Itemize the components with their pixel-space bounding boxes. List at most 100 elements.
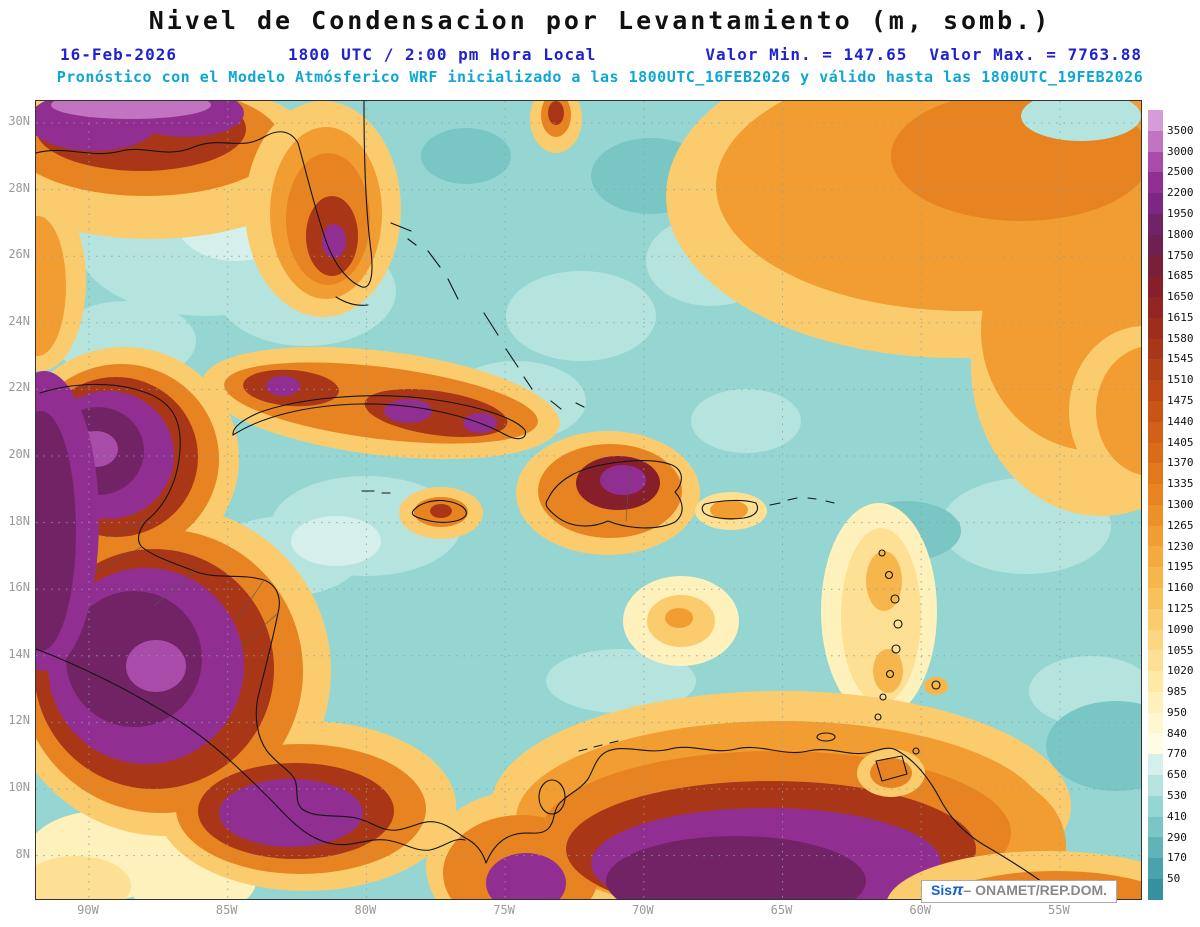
central-america-mass — [36, 347, 456, 891]
colorbar-label: 1510 — [1167, 373, 1194, 387]
colorbar-label: 290 — [1167, 830, 1187, 844]
lon-tick-label: 80W — [354, 903, 377, 917]
branding-watermark: Sisπ– ONAMET/REP.DOM. — [921, 880, 1118, 903]
colorbar-label: 770 — [1167, 747, 1187, 761]
colorbar-band — [1148, 733, 1163, 755]
colorbar-band — [1148, 775, 1163, 796]
south-america-mass — [426, 691, 1141, 899]
colorbar-band — [1148, 650, 1163, 672]
colorbar-label: 50 — [1167, 872, 1181, 886]
map-svg — [36, 101, 1141, 899]
value-min-label: Valor Min. = 147.65 — [705, 45, 908, 64]
map-plot-area: Sisπ– ONAMET/REP.DOM. — [35, 100, 1142, 903]
colorbar-label: 985 — [1167, 685, 1187, 699]
colorbar-band — [1148, 317, 1163, 339]
colorbar-band — [1148, 587, 1163, 609]
colorbar-label: 1405 — [1167, 435, 1194, 449]
lat-tick-label: 30N — [8, 114, 30, 128]
colorbar-labels: 3500 3000 2500 2200 1950 1800 1750 1685 1650 1615… — [1167, 110, 1200, 900]
colorbar-label: 1160 — [1167, 581, 1194, 595]
lat-tick-label: 26N — [8, 247, 30, 262]
jamaica-mass — [399, 487, 483, 539]
colorbar-label: 1440 — [1167, 414, 1194, 428]
colorbar-label: 950 — [1167, 705, 1187, 719]
lat-tick-label: 20N — [8, 447, 30, 461]
colorbar-band — [1148, 421, 1163, 443]
country-borders — [95, 466, 631, 647]
colorbar-band — [1148, 567, 1163, 588]
colorbar-label: 1055 — [1167, 643, 1194, 657]
coastlines — [36, 101, 1063, 899]
colorbar-band — [1148, 546, 1163, 568]
lon-tick-label: 70W — [631, 903, 654, 917]
colorbar-band — [1148, 837, 1163, 859]
colorbar-band — [1148, 338, 1163, 360]
sis-logo-text: Sis — [931, 882, 953, 898]
atlantic-mass — [666, 101, 1141, 516]
colorbar-band — [1148, 525, 1163, 547]
lat-tick-label: 8N — [15, 846, 30, 861]
lat-tick-label: 12N — [8, 713, 30, 728]
lat-tick-label: 14N — [8, 646, 30, 661]
forecast-date: 16-Feb-2026 — [60, 45, 177, 64]
agency-text: – ONAMET/REP.DOM. — [963, 882, 1108, 898]
lon-tick-label: 55W — [1048, 903, 1070, 917]
colorbar-label: 1370 — [1167, 456, 1194, 470]
lon-tick-label: 90W — [77, 903, 99, 917]
colorbar-label: 1020 — [1167, 664, 1194, 678]
colorbar-label: 1800 — [1167, 227, 1194, 241]
cuba-mass — [202, 346, 560, 460]
lat-tick-label: 18N — [8, 513, 30, 528]
colorbar-band — [1148, 213, 1163, 235]
colorbar-band — [1148, 463, 1163, 485]
colorbar-band — [1148, 380, 1163, 401]
colorbar-label: 1090 — [1167, 622, 1194, 636]
colorbar-label: 650 — [1167, 768, 1187, 782]
value-max-label: Valor Max. = 7763.88 — [929, 45, 1142, 64]
colorbar-band — [1148, 172, 1163, 194]
colorbar — [1148, 110, 1163, 900]
colorbar-label: 1580 — [1167, 331, 1194, 345]
colorbar-band — [1148, 878, 1163, 900]
colorbar-label: 1615 — [1167, 310, 1194, 324]
lon-tick-label: 75W — [493, 903, 515, 917]
colorbar-label: 1750 — [1167, 248, 1194, 262]
header-info-line: 16-Feb-2026 1800 UTC / 2:00 pm Hora Loca… — [0, 45, 1200, 65]
colorbar-band — [1148, 484, 1163, 505]
colorbar-band — [1148, 151, 1163, 173]
colorbar-band — [1148, 691, 1163, 713]
colorbar-band — [1148, 712, 1163, 734]
colorbar-label: 1475 — [1167, 394, 1194, 408]
colorbar-band — [1148, 193, 1163, 214]
colorbar-label: 1685 — [1167, 269, 1194, 283]
antilles-band — [821, 503, 948, 719]
colorbar-band — [1148, 255, 1163, 277]
colorbar-band — [1148, 359, 1163, 381]
colorbar-label: 1300 — [1167, 498, 1194, 511]
colorbar-label: 2500 — [1167, 165, 1194, 179]
colorbar-label: 1950 — [1167, 206, 1194, 220]
graticule-grid — [36, 101, 1141, 899]
colorbar-band — [1148, 130, 1163, 152]
colorbar-band — [1148, 297, 1163, 318]
colorbar-label: 1335 — [1167, 477, 1194, 491]
lon-tick-label: 85W — [215, 903, 238, 917]
lon-tick-label: 60W — [909, 903, 932, 917]
colorbar-band — [1148, 110, 1163, 131]
lat-tick-label: 16N — [8, 580, 30, 595]
colorbar-band — [1148, 671, 1163, 692]
colorbar-label: 1265 — [1167, 518, 1194, 532]
colorbar-label: 3500 — [1167, 123, 1194, 137]
colorbar-band — [1148, 629, 1163, 651]
pi-logo-glyph: π — [952, 882, 964, 899]
colorbar-band — [1148, 234, 1163, 256]
colorbar-label: 1230 — [1167, 539, 1194, 553]
colorbar-label: 410 — [1167, 809, 1187, 823]
lat-tick-label: 24N — [8, 313, 30, 328]
colorbar-label: 3000 — [1167, 144, 1194, 158]
forecast-time: 1800 UTC / 2:00 pm Hora Local — [288, 45, 597, 64]
lat-tick-label: 10N — [8, 780, 30, 794]
colorbar-label: 1125 — [1167, 601, 1194, 615]
colorbar-band — [1148, 795, 1163, 817]
